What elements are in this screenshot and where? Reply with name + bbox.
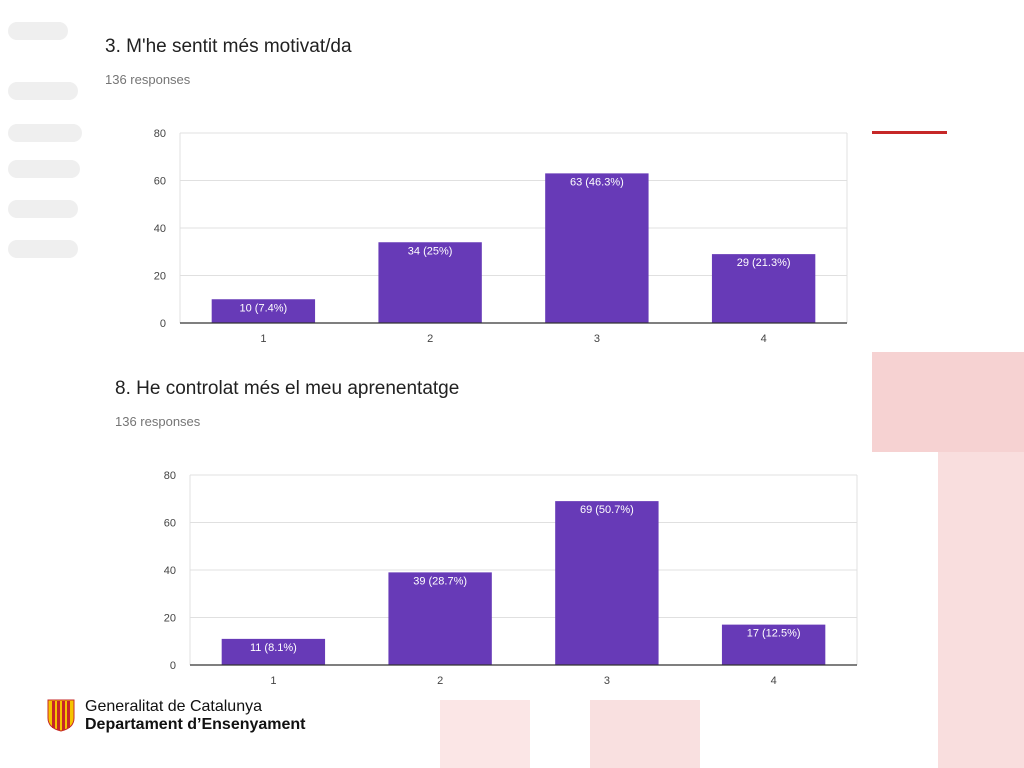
y-tick-label: 80	[154, 128, 166, 140]
y-tick-label: 60	[154, 176, 166, 188]
x-tick-label: 4	[761, 333, 767, 345]
y-tick-label: 40	[154, 223, 166, 235]
y-tick-label: 40	[164, 565, 176, 577]
x-tick-label: 2	[427, 333, 433, 345]
x-tick-label: 1	[260, 333, 266, 345]
bar-data-label: 11 (8.1%)	[250, 642, 297, 654]
bar	[378, 242, 482, 323]
organization-name: Generalitat de Catalunya	[85, 698, 262, 715]
chart-2-plot: 0 20 40 60 80 11 (8.1%) 1 39 (28.7%) 2 69 (50.7%)…	[164, 470, 858, 687]
x-tick-label: 3	[594, 333, 600, 345]
chart-1-title: 3. M'he sentit més motivat/da	[105, 36, 352, 57]
x-tick-label: 3	[604, 675, 610, 687]
chart-1-response-count: 136 responses	[105, 72, 191, 87]
department-name: Departament d’Ensenyament	[85, 716, 306, 733]
bar	[388, 572, 492, 665]
bar-data-label: 63 (46.3%)	[570, 176, 624, 188]
bar-data-label: 17 (12.5%)	[747, 628, 801, 640]
bar-data-label: 34 (25%)	[408, 245, 453, 257]
y-tick-label: 60	[164, 518, 176, 530]
bar	[721, 624, 826, 665]
bar-data-label: 39 (28.7%)	[413, 575, 467, 587]
senyera-icon	[47, 699, 75, 732]
y-tick-label: 80	[164, 470, 176, 482]
bar-data-label: 69 (50.7%)	[580, 504, 634, 516]
x-tick-label: 1	[270, 675, 276, 687]
x-tick-label: 4	[771, 675, 777, 687]
y-tick-label: 0	[170, 660, 176, 672]
bar	[545, 173, 649, 323]
y-tick-label: 20	[164, 613, 176, 625]
bar	[555, 501, 659, 665]
bar	[221, 638, 326, 665]
bar	[211, 299, 316, 323]
chart-panel-1: 3. M'he sentit més motivat/da 136 respon…	[86, 20, 872, 358]
bar	[711, 254, 816, 323]
bar-data-label: 10 (7.4%)	[240, 302, 288, 314]
accent-line	[872, 131, 947, 134]
chart-2-title: 8. He controlat més el meu aprenentatge	[115, 378, 460, 399]
chart-panel-2: 8. He controlat més el meu aprenentatge …	[86, 362, 872, 692]
x-tick-label: 2	[437, 675, 443, 687]
bar-data-label: 29 (21.3%)	[737, 257, 791, 269]
chart-1-plot: 0 20 40 60 80 10 (7.4%) 1 34 (25%) 2 63 (46.3%) 3 2…	[154, 128, 848, 345]
y-tick-label: 20	[154, 271, 166, 283]
y-tick-label: 0	[160, 318, 166, 330]
chart-2-response-count: 136 responses	[115, 414, 201, 429]
